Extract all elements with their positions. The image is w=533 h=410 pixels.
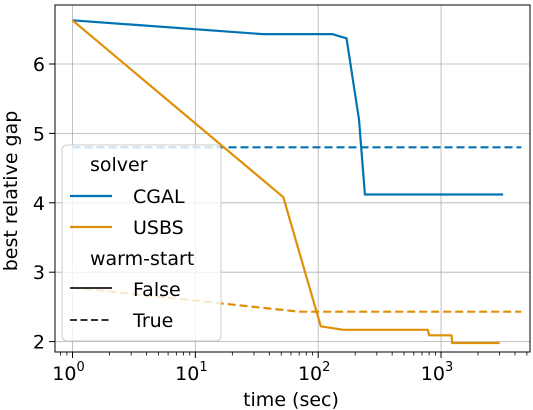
x-tick-exponent: 2 (322, 360, 330, 375)
x-tick-base: 10 (421, 363, 445, 385)
x-tick-label: 103 (421, 360, 453, 385)
plot-frame (54, 4, 531, 353)
y-tick-label: 6 (33, 54, 45, 76)
x-tick-exponent: 1 (199, 360, 207, 375)
y-tick-label: 4 (33, 193, 45, 215)
y-axis-label: best relative gap (0, 111, 22, 272)
x-tick-base: 10 (298, 363, 322, 385)
series-line-usbs-warm-false (71, 19, 500, 345)
x-axis-ticks: 100 101 102 103 (52, 352, 528, 385)
x-axis-label: time (sec) (243, 389, 339, 410)
x-tick-label: 101 (175, 360, 207, 385)
x-tick-exponent: 0 (76, 360, 84, 375)
legend: solver CGAL USBS warm-start False True (61, 144, 222, 342)
legend-box (61, 144, 222, 342)
y-axis-ticks: 2 3 4 5 6 (33, 54, 55, 354)
legend-label-usbs: USBS (133, 217, 184, 239)
y-tick-label: 5 (33, 123, 45, 145)
legend-label-true: True (132, 310, 173, 332)
x-tick-label: 100 (52, 360, 84, 385)
x-tick-base: 10 (175, 363, 199, 385)
series-line-cgal-warm-false (72, 19, 504, 196)
x-tick-label: 102 (298, 360, 330, 385)
x-tick-exponent: 3 (445, 360, 453, 375)
legend-label-cgal: CGAL (133, 186, 185, 208)
legend-style-title: warm-start (90, 248, 194, 270)
legend-hue-title: solver (90, 154, 148, 176)
x-tick-base: 10 (52, 363, 76, 385)
legend-label-false: False (133, 279, 181, 301)
y-tick-label: 3 (33, 262, 45, 284)
y-tick-label: 2 (33, 332, 45, 354)
